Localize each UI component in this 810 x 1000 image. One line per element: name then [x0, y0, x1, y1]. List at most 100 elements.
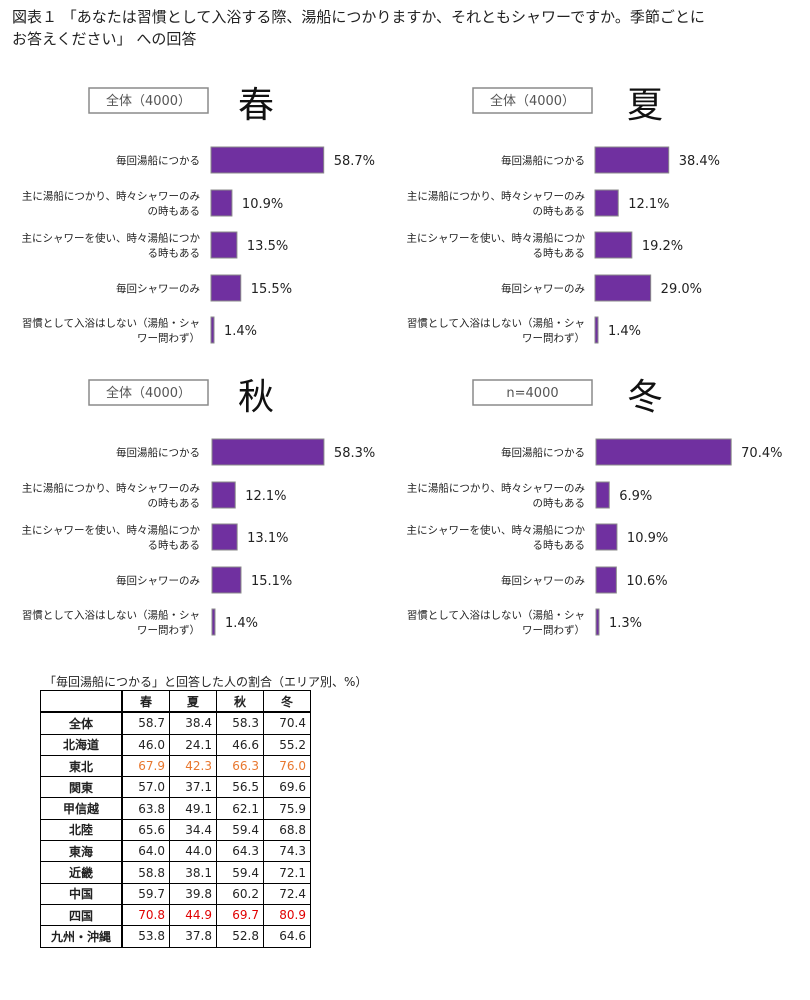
autumn-sample-box [88, 379, 209, 406]
winter-category-label: 毎回シャワーのみ [501, 574, 585, 587]
summer-value-label: 38.4% [679, 154, 720, 169]
table-caption: 「毎回湯船につかる」と回答した人の割合（エリア別、%） [44, 675, 368, 689]
column-header-autumn: 秋 [216, 690, 264, 714]
table-cell: 70.8 [121, 903, 170, 927]
table-cell: 59.4 [216, 818, 264, 842]
table-cell: 24.1 [169, 733, 217, 756]
table-cell: 38.4 [169, 711, 217, 735]
table-cell: 58.8 [121, 861, 170, 884]
table-cell: 44.9 [169, 903, 217, 927]
summer-category-label: 主に湯船につかり、時々シャワーのみ [407, 190, 585, 203]
spring-category-label: 主にシャワーを使い、時々湯船につか [22, 232, 201, 245]
spring-bar [210, 231, 238, 259]
table-row: 東海 64.0 44.0 64.3 74.3 [40, 840, 311, 863]
page-title: 図表１ 「あなたは習慣として入浴する際、湯船につかりますか、それともシャワーです… [12, 6, 802, 50]
winter-category-label: の時もある [533, 498, 586, 510]
winter-category-label: 習慣として入浴はしない（湯船・シャ [407, 609, 585, 622]
summer-category-label: る時もある [533, 248, 586, 260]
table-corner-cell [40, 690, 123, 714]
table-cell: 37.1 [169, 776, 217, 799]
row-area-label: 四国 [40, 903, 123, 927]
table-cell: 57.0 [121, 776, 170, 799]
summer-value-label: 12.1% [628, 197, 669, 212]
table-cell: 66.3 [216, 754, 264, 778]
summer-category-label: 毎回湯船につかる [501, 154, 585, 167]
autumn-value-label: 13.1% [247, 531, 288, 546]
row-area-label: 全体 [40, 711, 123, 735]
table-cell: 75.9 [263, 797, 311, 820]
spring-season-title: 春 [238, 85, 274, 126]
spring-category-label: る時もある [148, 248, 201, 260]
table-cell: 67.9 [121, 754, 170, 778]
winter-bar [595, 438, 732, 466]
summer-value-label: 29.0% [661, 282, 702, 297]
winter-category-label: ワー問わず） [522, 625, 585, 637]
winter-bar [595, 566, 617, 594]
table-cell: 69.7 [216, 903, 264, 927]
spring-bar [210, 189, 233, 217]
autumn-value-label: 58.3% [334, 446, 375, 461]
winter-bar [595, 608, 600, 636]
spring-value-label: 13.5% [247, 239, 288, 254]
autumn-category-label: る時もある [148, 540, 201, 552]
summer-bar [594, 274, 652, 302]
row-area-label: 北海道 [40, 733, 123, 756]
table-cell: 72.1 [263, 861, 311, 884]
spring-category-label: 毎回シャワーのみ [116, 282, 200, 295]
table-cell: 58.3 [216, 711, 264, 735]
summer-value-label: 19.2% [642, 239, 683, 254]
row-area-label: 中国 [40, 882, 123, 905]
summer-bar [594, 146, 670, 174]
autumn-value-label: 15.1% [251, 574, 292, 589]
table-row: 関東 57.0 37.1 56.5 69.6 [40, 776, 311, 799]
table-cell: 68.8 [263, 818, 311, 842]
autumn-value-label: 1.4% [225, 616, 258, 631]
summer-bar [594, 231, 633, 259]
winter-sample-label: n=4000 [506, 386, 558, 401]
table-cell: 39.8 [169, 882, 217, 905]
summer-season-title: 夏 [627, 85, 663, 126]
table-cell: 60.2 [216, 882, 264, 905]
row-area-label: 九州・沖縄 [40, 925, 123, 948]
row-area-label: 甲信越 [40, 797, 123, 820]
winter-category-label: 主にシャワーを使い、時々湯船につか [407, 524, 586, 537]
autumn-bar [211, 608, 216, 636]
autumn-category-label: 毎回シャワーのみ [116, 574, 200, 587]
table-row: 甲信越 63.8 49.1 62.1 75.9 [40, 797, 311, 820]
table-row: 九州・沖縄 53.8 37.8 52.8 64.6 [40, 925, 311, 948]
table-cell: 63.8 [121, 797, 170, 820]
winter-bar [595, 481, 610, 509]
table-row: 中国 59.7 39.8 60.2 72.4 [40, 882, 311, 905]
spring-bar [210, 316, 215, 344]
table-cell: 46.6 [216, 733, 264, 756]
spring-bar [210, 274, 242, 302]
summer-value-label: 1.4% [608, 324, 641, 339]
row-area-label: 東北 [40, 754, 123, 778]
winter-category-label: 主に湯船につかり、時々シャワーのみ [407, 482, 585, 495]
winter-value-label: 6.9% [619, 489, 652, 504]
table-row: 北海道 46.0 24.1 46.6 55.2 [40, 733, 311, 756]
winter-category-label: る時もある [533, 540, 586, 552]
autumn-bar [211, 438, 325, 466]
table-row: 全体 58.7 38.4 58.3 70.4 [40, 711, 311, 735]
spring-category-label: ワー問わず） [137, 333, 200, 345]
summer-category-label: 習慣として入浴はしない（湯船・シャ [407, 317, 585, 330]
table-cell: 55.2 [263, 733, 311, 756]
table-cell: 64.6 [263, 925, 311, 948]
summer-category-label: の時もある [533, 206, 586, 218]
table-cell: 52.8 [216, 925, 264, 948]
table-cell: 65.6 [121, 818, 170, 842]
table-cell: 44.0 [169, 840, 217, 863]
winter-value-label: 10.9% [627, 531, 668, 546]
autumn-season-title: 秋 [238, 377, 274, 418]
table-header-row: 春 夏 秋 冬 [40, 690, 311, 714]
summer-category-label: 毎回シャワーのみ [501, 282, 585, 295]
spring-value-label: 58.7% [334, 154, 375, 169]
summer-bar [594, 189, 619, 217]
spring-sample-label: 全体（4000） [106, 93, 191, 109]
spring-category-label: 毎回湯船につかる [116, 154, 200, 167]
table-cell: 76.0 [263, 754, 311, 778]
summer-category-label: 主にシャワーを使い、時々湯船につか [407, 232, 586, 245]
table-row: 近畿 58.8 38.1 59.4 72.1 [40, 861, 311, 884]
table-cell: 58.7 [121, 711, 170, 735]
